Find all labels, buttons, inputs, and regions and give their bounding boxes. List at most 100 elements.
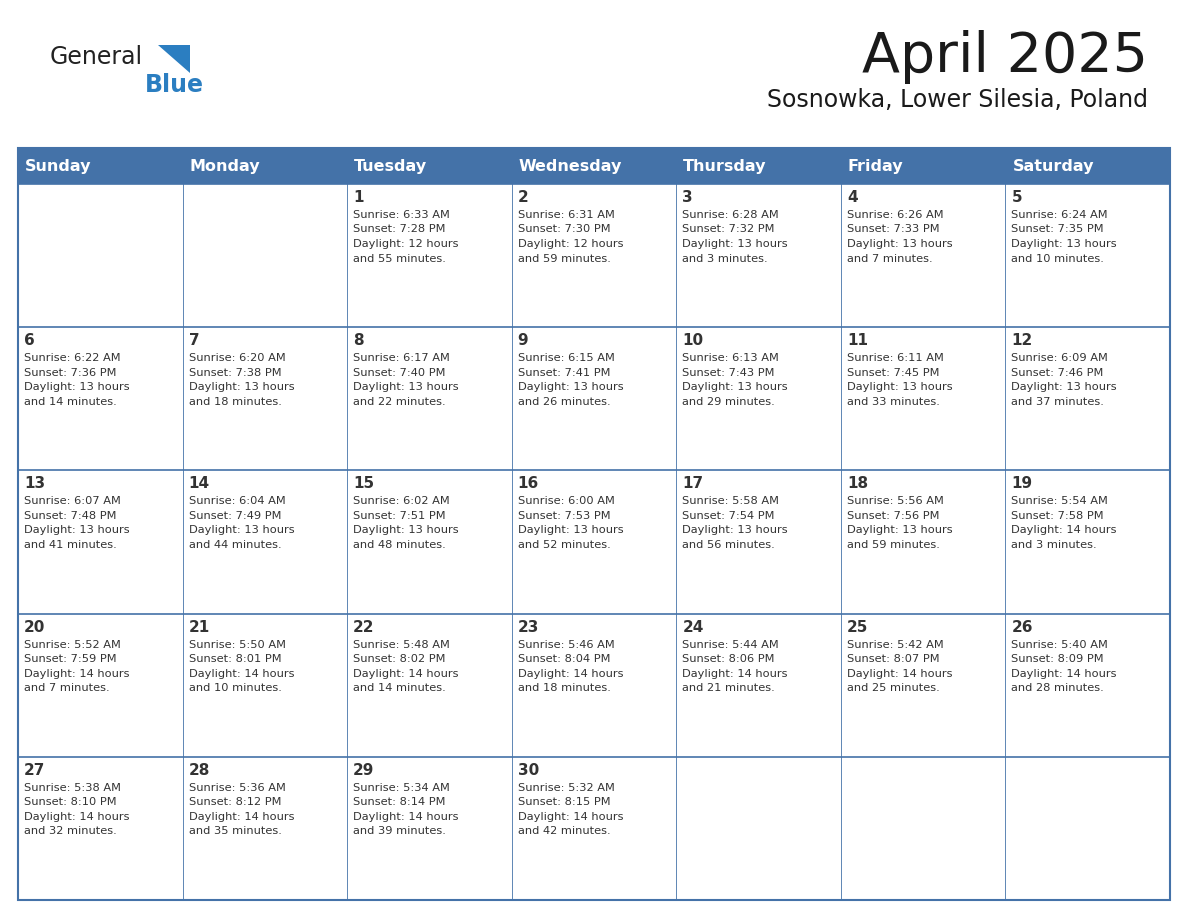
Text: and 44 minutes.: and 44 minutes. <box>189 540 282 550</box>
Text: 3: 3 <box>682 190 693 205</box>
Text: Sunrise: 6:33 AM: Sunrise: 6:33 AM <box>353 210 450 220</box>
Text: Sunset: 7:41 PM: Sunset: 7:41 PM <box>518 368 611 377</box>
Text: 23: 23 <box>518 620 539 634</box>
Text: and 32 minutes.: and 32 minutes. <box>24 826 116 836</box>
Bar <box>18 470 1170 613</box>
Text: Sunrise: 5:32 AM: Sunrise: 5:32 AM <box>518 783 614 793</box>
Text: Daylight: 13 hours: Daylight: 13 hours <box>353 525 459 535</box>
Text: and 48 minutes.: and 48 minutes. <box>353 540 446 550</box>
Text: 7: 7 <box>189 333 200 348</box>
Text: Sunrise: 5:52 AM: Sunrise: 5:52 AM <box>24 640 121 650</box>
Text: Daylight: 14 hours: Daylight: 14 hours <box>353 668 459 678</box>
Text: 19: 19 <box>1011 476 1032 491</box>
Text: and 26 minutes.: and 26 minutes. <box>518 397 611 407</box>
Text: Sunset: 8:15 PM: Sunset: 8:15 PM <box>518 798 611 807</box>
Text: Sunset: 7:54 PM: Sunset: 7:54 PM <box>682 511 775 521</box>
Text: Sunrise: 6:00 AM: Sunrise: 6:00 AM <box>518 497 614 507</box>
Bar <box>18 756 1170 900</box>
Text: Sunrise: 6:07 AM: Sunrise: 6:07 AM <box>24 497 121 507</box>
Text: 21: 21 <box>189 620 210 634</box>
Text: Sunrise: 6:31 AM: Sunrise: 6:31 AM <box>518 210 614 220</box>
Text: 1: 1 <box>353 190 364 205</box>
Text: Daylight: 13 hours: Daylight: 13 hours <box>24 382 129 392</box>
Text: and 28 minutes.: and 28 minutes. <box>1011 683 1104 693</box>
Text: 5: 5 <box>1011 190 1022 205</box>
Text: Sunrise: 6:15 AM: Sunrise: 6:15 AM <box>518 353 614 364</box>
Bar <box>512 148 676 184</box>
Text: 30: 30 <box>518 763 539 778</box>
Text: Sunset: 7:56 PM: Sunset: 7:56 PM <box>847 511 940 521</box>
Text: Daylight: 14 hours: Daylight: 14 hours <box>353 812 459 822</box>
Text: and 25 minutes.: and 25 minutes. <box>847 683 940 693</box>
Text: Daylight: 13 hours: Daylight: 13 hours <box>682 382 788 392</box>
Text: Sunrise: 6:22 AM: Sunrise: 6:22 AM <box>24 353 121 364</box>
Text: Sunset: 7:45 PM: Sunset: 7:45 PM <box>847 368 940 377</box>
Text: Tuesday: Tuesday <box>354 159 428 174</box>
Text: Sunrise: 6:09 AM: Sunrise: 6:09 AM <box>1011 353 1108 364</box>
Text: Sunset: 8:04 PM: Sunset: 8:04 PM <box>518 655 611 664</box>
Text: Sunrise: 5:40 AM: Sunrise: 5:40 AM <box>1011 640 1108 650</box>
Text: Sunset: 7:32 PM: Sunset: 7:32 PM <box>682 225 775 234</box>
Text: Daylight: 14 hours: Daylight: 14 hours <box>24 812 129 822</box>
Text: and 41 minutes.: and 41 minutes. <box>24 540 116 550</box>
Text: Sunrise: 5:54 AM: Sunrise: 5:54 AM <box>1011 497 1108 507</box>
Text: Sunset: 8:01 PM: Sunset: 8:01 PM <box>189 655 282 664</box>
Text: Daylight: 13 hours: Daylight: 13 hours <box>189 382 295 392</box>
Text: and 35 minutes.: and 35 minutes. <box>189 826 282 836</box>
Text: Daylight: 14 hours: Daylight: 14 hours <box>1011 525 1117 535</box>
Text: Thursday: Thursday <box>683 159 766 174</box>
Text: 8: 8 <box>353 333 364 348</box>
Text: and 42 minutes.: and 42 minutes. <box>518 826 611 836</box>
Text: Sunrise: 6:11 AM: Sunrise: 6:11 AM <box>847 353 943 364</box>
Text: and 52 minutes.: and 52 minutes. <box>518 540 611 550</box>
Text: and 14 minutes.: and 14 minutes. <box>24 397 116 407</box>
Text: Sunrise: 5:36 AM: Sunrise: 5:36 AM <box>189 783 285 793</box>
Text: April 2025: April 2025 <box>862 30 1148 84</box>
Text: Daylight: 13 hours: Daylight: 13 hours <box>847 382 953 392</box>
Text: Daylight: 13 hours: Daylight: 13 hours <box>1011 239 1117 249</box>
Text: Sunset: 7:40 PM: Sunset: 7:40 PM <box>353 368 446 377</box>
Text: 22: 22 <box>353 620 374 634</box>
Text: Sunday: Sunday <box>25 159 91 174</box>
Text: Sunrise: 5:44 AM: Sunrise: 5:44 AM <box>682 640 779 650</box>
Text: and 14 minutes.: and 14 minutes. <box>353 683 446 693</box>
Text: 4: 4 <box>847 190 858 205</box>
Bar <box>18 184 1170 327</box>
Text: Daylight: 14 hours: Daylight: 14 hours <box>1011 668 1117 678</box>
Text: 25: 25 <box>847 620 868 634</box>
Text: 16: 16 <box>518 476 539 491</box>
Text: Blue: Blue <box>145 73 204 97</box>
Text: 10: 10 <box>682 333 703 348</box>
Text: 29: 29 <box>353 763 374 778</box>
Text: Sunset: 7:49 PM: Sunset: 7:49 PM <box>189 511 282 521</box>
Text: 13: 13 <box>24 476 45 491</box>
Text: and 59 minutes.: and 59 minutes. <box>518 253 611 263</box>
Text: 2: 2 <box>518 190 529 205</box>
Text: Sunrise: 6:02 AM: Sunrise: 6:02 AM <box>353 497 450 507</box>
Text: Daylight: 14 hours: Daylight: 14 hours <box>24 668 129 678</box>
Text: Friday: Friday <box>848 159 904 174</box>
Text: 15: 15 <box>353 476 374 491</box>
Text: Sunrise: 6:24 AM: Sunrise: 6:24 AM <box>1011 210 1108 220</box>
Text: Sunrise: 5:56 AM: Sunrise: 5:56 AM <box>847 497 943 507</box>
Bar <box>347 148 512 184</box>
Bar <box>1005 148 1170 184</box>
Text: Sunrise: 6:28 AM: Sunrise: 6:28 AM <box>682 210 779 220</box>
Text: and 3 minutes.: and 3 minutes. <box>682 253 767 263</box>
Text: and 7 minutes.: and 7 minutes. <box>847 253 933 263</box>
Text: Daylight: 14 hours: Daylight: 14 hours <box>189 812 295 822</box>
Text: 27: 27 <box>24 763 45 778</box>
Text: Daylight: 12 hours: Daylight: 12 hours <box>518 239 624 249</box>
Polygon shape <box>158 45 190 73</box>
Text: and 29 minutes.: and 29 minutes. <box>682 397 775 407</box>
Text: Daylight: 14 hours: Daylight: 14 hours <box>682 668 788 678</box>
Text: Sunset: 7:53 PM: Sunset: 7:53 PM <box>518 511 611 521</box>
Text: Daylight: 14 hours: Daylight: 14 hours <box>518 668 624 678</box>
Text: and 37 minutes.: and 37 minutes. <box>1011 397 1105 407</box>
Text: Monday: Monday <box>190 159 260 174</box>
Text: Sunset: 7:33 PM: Sunset: 7:33 PM <box>847 225 940 234</box>
Text: 17: 17 <box>682 476 703 491</box>
Text: Sunset: 7:48 PM: Sunset: 7:48 PM <box>24 511 116 521</box>
Text: Sunrise: 6:13 AM: Sunrise: 6:13 AM <box>682 353 779 364</box>
Text: Sunset: 8:14 PM: Sunset: 8:14 PM <box>353 798 446 807</box>
